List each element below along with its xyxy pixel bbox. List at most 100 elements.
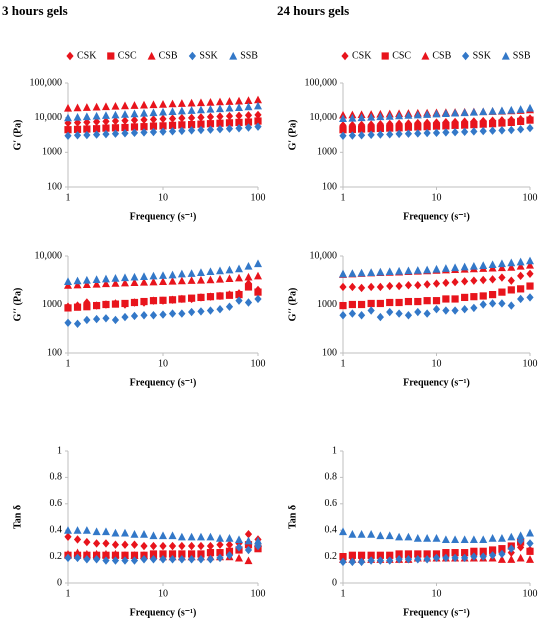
- marker-square: [159, 122, 167, 130]
- marker-diamond: [254, 294, 262, 304]
- y-axis-label: G′′ (Pa): [12, 288, 23, 322]
- marker-triangle: [451, 535, 460, 544]
- marker-triangle: [229, 51, 238, 60]
- marker-diamond: [216, 553, 224, 563]
- marker-diamond: [178, 309, 186, 318]
- marker-triangle: [244, 96, 253, 104]
- marker-triangle: [120, 551, 129, 559]
- marker-triangle: [120, 278, 129, 287]
- y-tick-label: 10,000: [310, 250, 338, 261]
- marker-triangle: [479, 535, 488, 544]
- marker-square: [442, 549, 450, 557]
- marker-triangle: [168, 99, 177, 108]
- marker-square: [64, 126, 72, 134]
- marker-triangle: [149, 108, 158, 117]
- marker-diamond: [386, 281, 394, 291]
- legend-label: CSC: [392, 50, 411, 61]
- marker-diamond: [168, 127, 177, 136]
- marker-triangle: [497, 259, 506, 268]
- marker-triangle: [235, 264, 244, 273]
- marker-square: [348, 125, 356, 133]
- marker-diamond: [235, 111, 243, 120]
- marker-diamond: [64, 131, 72, 140]
- marker-square: [526, 282, 534, 290]
- marker-square: [526, 547, 534, 555]
- marker-square: [395, 124, 403, 132]
- x-axis-label: Frequency (s⁻¹): [403, 211, 470, 222]
- marker-diamond: [92, 555, 101, 564]
- panel-title: 24 hours gels: [277, 3, 349, 18]
- marker-triangle: [120, 528, 129, 537]
- legend-label: SSB: [513, 50, 531, 61]
- x-tick-label: 100: [523, 358, 538, 369]
- marker-diamond: [451, 128, 459, 137]
- marker-triangle: [441, 264, 450, 272]
- marker-diamond: [66, 51, 74, 61]
- x-tick-label: 100: [251, 192, 266, 203]
- marker-triangle: [497, 106, 506, 115]
- marker-diamond: [498, 299, 506, 308]
- marker-diamond: [461, 277, 469, 286]
- marker-triangle: [82, 549, 91, 558]
- x-axis-label: Frequency (s⁻¹): [130, 377, 197, 388]
- marker-diamond: [64, 318, 72, 327]
- marker-square: [178, 121, 186, 129]
- marker-triangle: [92, 102, 101, 111]
- marker-triangle: [206, 98, 215, 106]
- marker-diamond: [348, 282, 356, 292]
- marker-square: [206, 293, 215, 301]
- marker-triangle: [526, 256, 534, 265]
- marker-triangle: [225, 97, 234, 105]
- marker-diamond: [92, 117, 101, 126]
- marker-triangle: [177, 99, 186, 107]
- marker-diamond: [461, 127, 469, 137]
- marker-square: [168, 296, 177, 304]
- marker-triangle: [244, 556, 253, 565]
- marker-diamond: [244, 111, 253, 120]
- marker-triangle: [507, 258, 516, 267]
- marker-triangle: [385, 531, 394, 540]
- marker-triangle: [432, 264, 441, 273]
- marker-triangle: [479, 107, 488, 116]
- marker-square: [451, 121, 459, 129]
- marker-triangle: [159, 277, 167, 285]
- marker-diamond: [235, 296, 243, 305]
- marker-square: [206, 120, 215, 128]
- marker-triangle: [497, 534, 506, 542]
- x-axis-label: Frequency (s⁻¹): [403, 377, 470, 388]
- x-axis-label: Frequency (s⁻¹): [130, 607, 197, 618]
- marker-square: [130, 123, 139, 131]
- marker-triangle: [130, 530, 139, 538]
- marker-triangle: [140, 100, 149, 109]
- marker-triangle: [469, 107, 478, 116]
- marker-triangle: [140, 108, 149, 117]
- marker-square: [216, 292, 224, 300]
- marker-diamond: [357, 131, 366, 140]
- y-axis-label: G′ (Pa): [12, 120, 23, 151]
- marker-diamond: [187, 126, 196, 135]
- marker-diamond: [216, 305, 224, 314]
- marker-diamond: [442, 553, 450, 563]
- marker-triangle: [130, 272, 139, 281]
- marker-diamond: [188, 51, 196, 61]
- marker-diamond: [121, 540, 129, 549]
- marker-triangle: [460, 262, 469, 271]
- marker-triangle: [235, 553, 244, 562]
- marker-diamond: [498, 126, 506, 135]
- marker-diamond: [102, 539, 110, 548]
- marker-diamond: [197, 113, 205, 122]
- marker-diamond: [414, 118, 422, 128]
- marker-triangle: [111, 528, 120, 537]
- marker-triangle: [507, 555, 516, 563]
- marker-diamond: [423, 309, 431, 318]
- marker-triangle: [357, 530, 366, 538]
- marker-square: [339, 126, 347, 134]
- marker-diamond: [423, 280, 431, 289]
- marker-triangle: [423, 110, 432, 118]
- marker-triangle: [395, 111, 404, 120]
- marker-triangle: [225, 274, 234, 283]
- marker-triangle: [526, 528, 534, 537]
- marker-square: [107, 52, 115, 60]
- marker-triangle: [130, 109, 139, 118]
- x-tick-label: 10: [158, 588, 168, 599]
